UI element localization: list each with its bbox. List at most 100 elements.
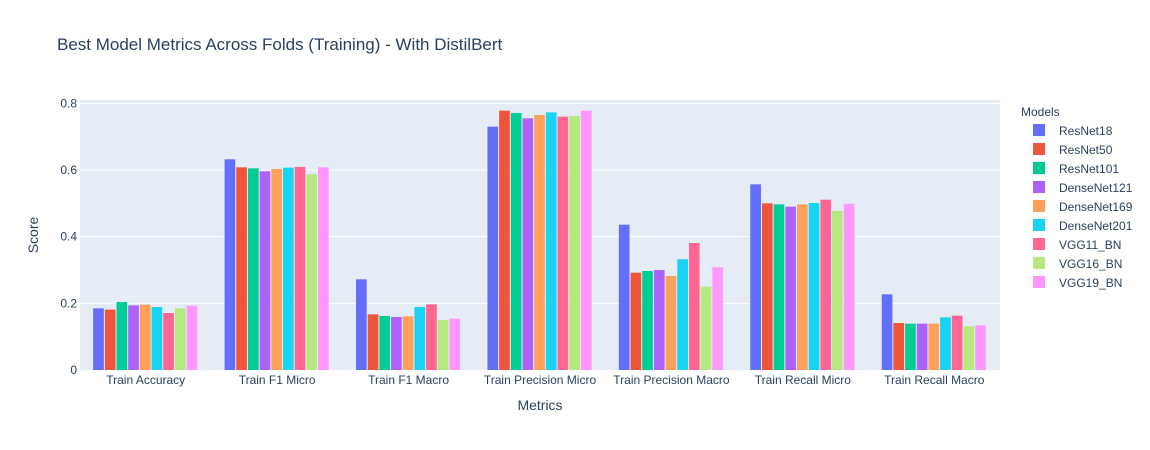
y-tick-label: 0.8 [60,96,77,110]
bar[interactable] [271,169,282,370]
bar[interactable] [557,116,569,371]
bar[interactable] [104,309,116,370]
bar[interactable] [116,302,128,370]
bar[interactable] [963,326,975,370]
bar[interactable] [618,224,630,370]
bar[interactable] [797,204,808,370]
bar[interactable] [832,211,843,370]
legend-item-label[interactable]: DenseNet201 [1059,219,1133,233]
bar[interactable] [487,126,499,371]
bar[interactable] [356,279,367,370]
bar[interactable] [761,203,773,370]
legend-swatch[interactable] [1033,181,1045,193]
legend-item-label[interactable]: VGG11_BN [1059,238,1121,252]
x-tick-label: Train Accuracy [106,373,185,387]
bar[interactable] [916,323,928,370]
x-tick-label: Train Recall Micro [755,373,852,387]
bar[interactable] [522,118,534,370]
bar[interactable] [951,315,963,370]
bar[interactable] [843,203,855,370]
legend-swatch[interactable] [1033,238,1045,250]
bar[interactable] [414,307,426,370]
bar[interactable] [259,171,271,370]
bar[interactable] [426,304,437,370]
bar[interactable] [186,305,198,370]
bar[interactable] [247,168,259,370]
bar[interactable] [750,184,761,370]
bar[interactable] [402,316,414,370]
bar[interactable] [534,115,545,370]
legend-item-label[interactable]: ResNet101 [1059,162,1119,176]
bar[interactable] [391,317,402,370]
bar[interactable] [893,323,905,370]
y-axis-ticks: 0 0.2 0.4 0.6 0.8 [60,96,77,377]
bar[interactable] [820,199,832,370]
bar[interactable] [940,317,951,370]
legend-item-label[interactable]: ResNet50 [1059,143,1113,157]
bar[interactable] [569,116,580,370]
bar[interactable] [975,325,986,370]
legend-swatch[interactable] [1033,162,1045,174]
y-tick-label: 0.6 [60,163,77,177]
bar[interactable] [449,318,461,370]
bar[interactable] [881,294,893,370]
x-tick-label: Train Precision Micro [484,373,597,387]
bar[interactable] [282,167,294,370]
y-axis-title: Score [25,217,41,254]
bar[interactable] [545,112,557,370]
legend-item-label[interactable]: ResNet18 [1059,124,1113,138]
bar[interactable] [630,272,642,370]
bars [93,110,986,371]
bar[interactable] [236,167,247,370]
bar[interactable] [379,316,391,370]
bar[interactable] [437,320,449,370]
legend-title: Models [1021,105,1060,119]
bar[interactable] [808,203,820,370]
legend-item-label[interactable]: DenseNet121 [1059,181,1133,195]
bar[interactable] [93,308,104,370]
bar[interactable] [510,113,522,370]
bar[interactable] [773,204,785,370]
bar[interactable] [128,305,139,370]
bar[interactable] [785,206,797,370]
bar[interactable] [499,110,510,371]
bar[interactable] [905,323,916,370]
bar[interactable] [712,267,723,370]
legend-item-label[interactable]: DenseNet169 [1059,200,1133,214]
legend-swatch[interactable] [1033,143,1045,155]
y-tick-label: 0.4 [60,230,77,244]
bar[interactable] [318,167,329,370]
bar[interactable] [653,270,665,370]
bar[interactable] [174,308,186,370]
legend-item-label[interactable]: VGG19_BN [1059,276,1122,290]
legend-swatch[interactable] [1033,276,1045,288]
bar[interactable] [139,304,151,370]
chart-title: Best Model Metrics Across Folds (Trainin… [57,35,503,54]
x-tick-label: Train F1 Macro [368,373,449,387]
bar[interactable] [580,110,592,371]
legend-item-label[interactable]: VGG16_BN [1059,257,1122,271]
x-tick-label: Train Recall Macro [884,373,985,387]
legend-swatch[interactable] [1033,257,1045,269]
bar[interactable] [642,271,653,370]
x-tick-label: Train Precision Macro [613,373,730,387]
legend-swatch[interactable] [1033,124,1045,136]
legend-swatch[interactable] [1033,219,1045,231]
bar[interactable] [928,323,940,370]
x-tick-label: Train F1 Micro [239,373,316,387]
bar[interactable] [677,259,688,370]
bar[interactable] [688,243,700,370]
bar[interactable] [151,307,163,370]
bar[interactable] [294,167,306,370]
y-tick-label: 0.2 [60,296,77,310]
bar[interactable] [163,313,174,370]
bar[interactable] [665,276,677,370]
bar[interactable] [367,314,379,370]
y-tick-label: 0 [70,363,77,377]
bar[interactable] [700,286,712,370]
bar[interactable] [306,174,318,370]
x-axis-title: Metrics [517,397,562,413]
bar[interactable] [224,159,236,370]
legend-swatch[interactable] [1033,200,1045,212]
legend[interactable]: Models ResNet18 ResNet50 ResNet101 DenseNet… [1021,105,1133,290]
